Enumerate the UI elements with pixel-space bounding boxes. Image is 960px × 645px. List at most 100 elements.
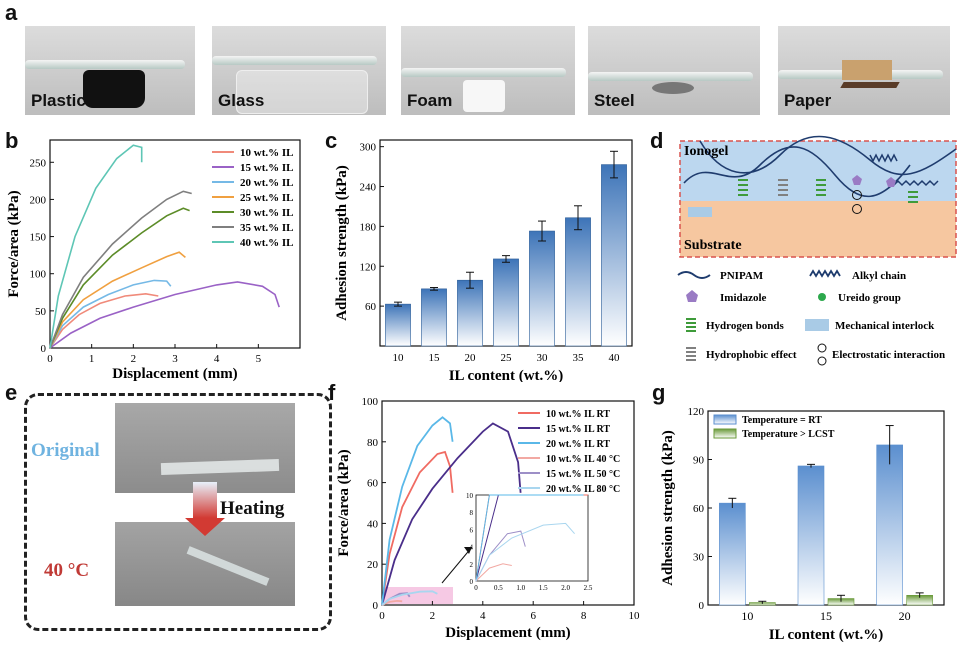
caption-paper: Paper [784,91,832,110]
imidazole-mark [852,175,862,185]
x-tick-label: 2 [131,353,137,365]
schematic-d: Ionogel Substrate PNIPAM Alkyl chain Imi… [677,135,957,366]
bar-temperature-rt-10 [719,502,746,606]
series-line-15-wt-il-rt [381,422,522,606]
paper-sheet [842,60,892,80]
label-heating: Heating [220,498,285,519]
inset-zoom-region [383,587,453,604]
y-tick-label: 0 [699,600,705,612]
series-line-25-wt-il [49,251,186,349]
panel-label-g: g [652,380,666,405]
inset-line-20-wt-il-80-c [475,522,575,582]
inset-y-tick-label: 6 [470,526,474,534]
bar-35 [565,217,591,347]
caption-steel: Steel [594,91,635,110]
mechanical-interlock-mark [688,207,712,217]
foam-block [463,80,505,112]
inset-arrow-head [464,547,472,554]
x-tick-label: 1 [89,353,95,365]
label-temperature: 40 °C [44,560,90,581]
x-tick-label: 0 [47,353,53,365]
steel-disc [652,82,694,94]
gray-bars-icon [686,347,696,361]
heating-arrow-shaft [193,482,217,518]
inset-x-tick-label: 1.5 [539,584,548,592]
series-line-35-wt-il [49,190,192,349]
chart-c: 10 15 20 25 30 35 40 60 120 180 240 300 IL content (… [334,139,633,382]
x-tick-label: 10 [741,609,753,623]
y-tick-label: 60 [365,301,377,313]
series-line-20-wt-il-rt [381,416,454,606]
y-tick-label: 150 [30,232,47,244]
x-tick-label: 20 [465,352,477,364]
series-line-20-wt-il [49,279,172,349]
plus-minus-icon [817,343,827,366]
y-axis-label: Adhesion strength (kPa) [334,165,350,321]
photo-paper: Paper [778,26,950,115]
bar-25 [493,258,519,347]
y-tick-label: 200 [30,194,47,206]
y-tick-label: 80 [367,437,379,449]
x-axis-label: Displacement (mm) [445,625,570,641]
legend-label-temperature-rt: Temperature = RT [742,415,822,426]
panel-label-f: f [328,380,336,405]
y-tick-label: 50 [35,306,47,318]
series-line-20-wt-il-80-c [381,590,438,606]
legend-label-30-wt-il: 30 wt.% IL [240,207,293,219]
x-tick-label: 8 [581,610,587,622]
legend-label-15-wt-il: 15 wt.% IL [240,162,293,174]
label-original: Original [31,440,100,461]
inset-y-tick-label: 8 [470,509,474,517]
series-line-10-wt-il [49,292,159,349]
x-axis-label: IL content (wt.%) [769,627,884,643]
legend-label-20-wt-il: 20 wt.% IL [240,177,293,189]
y-tick-label: 250 [30,157,47,169]
green-bars-icon [686,318,696,332]
x-tick-label: 25 [501,352,513,364]
inset-frame [475,494,589,582]
y-tick-label: 120 [360,261,377,273]
y-axis-label: Force/area (kPa) [336,449,352,556]
schematic-border [679,140,957,258]
x-tick-label: 10 [393,352,405,364]
photo-foam: Foam [401,26,575,115]
x-tick-label: 40 [609,352,621,364]
y-tick-label: 100 [30,269,47,281]
y-tick-label: 0 [373,600,379,612]
panel-label-e: e [5,380,18,405]
x-tick-label: 10 [629,610,641,622]
panel-label-a: a [5,0,18,25]
y-tick-label: 120 [688,406,705,418]
substrate-region [680,201,956,257]
series-line-30-wt-il [49,207,190,349]
y-tick-label: 60 [367,478,379,490]
glass-vial [236,70,368,114]
y-tick-label: 20 [367,559,379,571]
photo-heated [115,522,295,606]
x-tick-label: 4 [214,353,220,365]
caption-foam: Foam [407,91,453,110]
photo-plastic: Plastic [25,26,195,115]
series-line-10-wt-il-40-c [381,599,403,606]
x-tick-label: 4 [480,610,486,622]
legend-label-25-wt-il: 25 wt.% IL [240,192,293,204]
paper-support [840,82,900,88]
x-tick-label: 15 [820,609,832,623]
bar-20 [457,279,483,347]
x-tick-label: 30 [537,352,549,364]
panel-e-frame [24,393,332,631]
inset-x-tick-label: 1.0 [516,584,525,592]
bar-10 [385,303,411,347]
y-axis-label: Adhesion strength (kPa) [660,430,676,586]
bar-30 [529,230,555,347]
ionogel-strip [160,458,280,476]
y-tick-label: 240 [360,182,377,194]
inset-line-20-wt-il-rt [475,494,584,582]
legend-label-10-wt-il: 10 wt.% IL [240,147,293,159]
legend-label-hydrophobic-effect: Hydrophobic effect [706,349,797,361]
hydrophobic-marks [778,179,788,196]
glass-rod [401,68,566,77]
heating-arrow-head [185,518,225,536]
inset-x-tick-label: 0 [474,584,478,592]
